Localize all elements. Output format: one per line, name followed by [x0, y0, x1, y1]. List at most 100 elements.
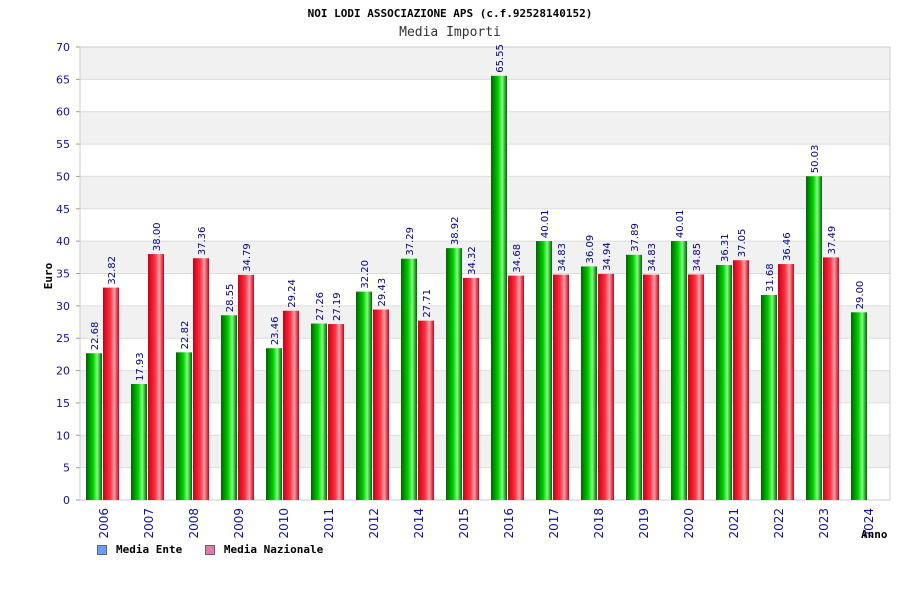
x-tick-label: 2009 — [232, 508, 246, 539]
legend-swatch-nazionale — [204, 544, 215, 555]
bar-ente — [86, 353, 102, 500]
x-tick-label: 2007 — [142, 508, 156, 539]
bar-nazionale — [823, 257, 839, 500]
bar-nazionale — [328, 324, 344, 500]
y-tick-label: 25 — [56, 332, 70, 345]
bar-nazionale — [688, 274, 704, 500]
bar-nazionale — [283, 310, 299, 500]
bar-ente — [851, 312, 867, 500]
data-label-nazionale: 32.82 — [107, 256, 118, 285]
y-tick-label: 40 — [56, 235, 70, 248]
data-label-ente: 36.31 — [720, 233, 731, 262]
bar-ente — [221, 315, 237, 500]
grid-band — [80, 305, 890, 339]
data-label-nazionale: 29.24 — [287, 279, 298, 308]
grid-band — [80, 402, 890, 436]
data-label-nazionale: 27.71 — [422, 289, 433, 318]
bar-ente — [806, 176, 822, 500]
bar-ente — [491, 75, 507, 501]
bar-nazionale — [373, 309, 389, 500]
legend-label-nazionale: Media Nazionale — [223, 543, 324, 556]
data-label-nazionale: 34.83 — [647, 243, 658, 272]
data-label-ente: 40.01 — [675, 209, 686, 238]
grid-band — [80, 467, 890, 500]
bar-nazionale — [598, 273, 614, 500]
bar-nazionale — [148, 254, 164, 500]
legend-item-ente: Media Ente — [97, 543, 182, 556]
bar-nazionale — [463, 277, 479, 500]
data-label-ente: 37.89 — [630, 223, 641, 252]
data-label-ente: 22.82 — [180, 321, 191, 350]
grid-band — [80, 241, 890, 274]
y-tick-label: 55 — [56, 138, 70, 151]
bar-nazionale — [733, 260, 749, 500]
grid-band — [80, 208, 890, 242]
data-label-ente: 28.55 — [225, 284, 236, 313]
data-label-ente: 31.68 — [765, 263, 776, 292]
bar-ente — [131, 383, 147, 500]
legend-swatch-ente — [97, 544, 107, 555]
grid-band — [80, 79, 890, 112]
bar-ente — [311, 323, 327, 500]
x-tick-label: 2015 — [457, 508, 471, 539]
x-tick-label: 2006 — [97, 508, 111, 539]
grid-band — [80, 435, 890, 468]
legend-label-ente: Media Ente — [116, 543, 183, 556]
data-label-nazionale: 34.83 — [557, 243, 568, 272]
data-label-nazionale: 34.68 — [512, 244, 523, 273]
legend-item-nazionale: Media Nazionale — [204, 543, 324, 556]
data-label-ente: 50.03 — [810, 145, 821, 174]
data-label-ente: 32.20 — [360, 260, 371, 289]
x-tick-label: 2016 — [502, 508, 516, 539]
bar-ente — [581, 266, 597, 500]
bar-nazionale — [643, 274, 659, 500]
data-label-ente: 40.01 — [540, 209, 551, 238]
x-tick-label: 2008 — [187, 508, 201, 539]
x-tick-label: 2024 — [862, 508, 876, 539]
x-tick-label: 2011 — [322, 508, 336, 539]
bar-nazionale — [778, 264, 794, 500]
bar-ente — [446, 248, 462, 500]
data-label-nazionale: 37.49 — [827, 226, 838, 255]
y-tick-label: 65 — [56, 73, 70, 86]
data-label-nazionale: 34.85 — [692, 243, 703, 272]
data-label-ente: 27.26 — [315, 292, 326, 321]
bar-ente — [356, 291, 372, 500]
plot-frame — [79, 46, 891, 501]
data-label-nazionale: 34.94 — [602, 242, 613, 271]
grid-band — [80, 144, 890, 177]
data-label-nazionale: 37.05 — [737, 229, 748, 258]
x-tick-label: 2017 — [547, 508, 561, 539]
data-label-nazionale: 34.32 — [467, 246, 478, 275]
data-label-ente: 22.68 — [90, 322, 101, 351]
y-axis-title: Euro — [42, 262, 55, 289]
bar-nazionale — [103, 287, 119, 500]
y-tick-label: 35 — [56, 268, 70, 281]
data-label-ente: 36.09 — [585, 235, 596, 264]
bar-ente — [626, 254, 642, 500]
x-axis-title: Anno — [861, 528, 888, 541]
data-label-ente: 29.00 — [855, 281, 866, 310]
x-tick-label: 2023 — [817, 508, 831, 539]
x-tick-label: 2018 — [592, 508, 606, 539]
data-label-ente: 37.29 — [405, 227, 416, 256]
data-label-ente: 17.93 — [135, 352, 146, 381]
y-tick-label: 5 — [63, 462, 70, 475]
bar-nazionale — [508, 275, 524, 500]
y-tick-label: 30 — [56, 300, 70, 313]
data-label-ente: 23.46 — [270, 317, 281, 346]
x-tick-label: 2022 — [772, 508, 786, 539]
grid-band — [80, 176, 890, 209]
legend: Media Ente Media Nazionale — [97, 543, 339, 558]
bar-ente — [176, 352, 192, 500]
grid-band — [80, 338, 890, 371]
bar-ente — [716, 265, 732, 500]
x-tick-label: 2021 — [727, 508, 741, 539]
bar-ente — [761, 294, 777, 500]
data-label-nazionale: 29.43 — [377, 278, 388, 307]
x-tick-label: 2014 — [412, 508, 426, 539]
grid-band — [80, 47, 890, 80]
data-label-nazionale: 34.79 — [242, 243, 253, 272]
data-label-nazionale: 27.19 — [332, 292, 343, 321]
